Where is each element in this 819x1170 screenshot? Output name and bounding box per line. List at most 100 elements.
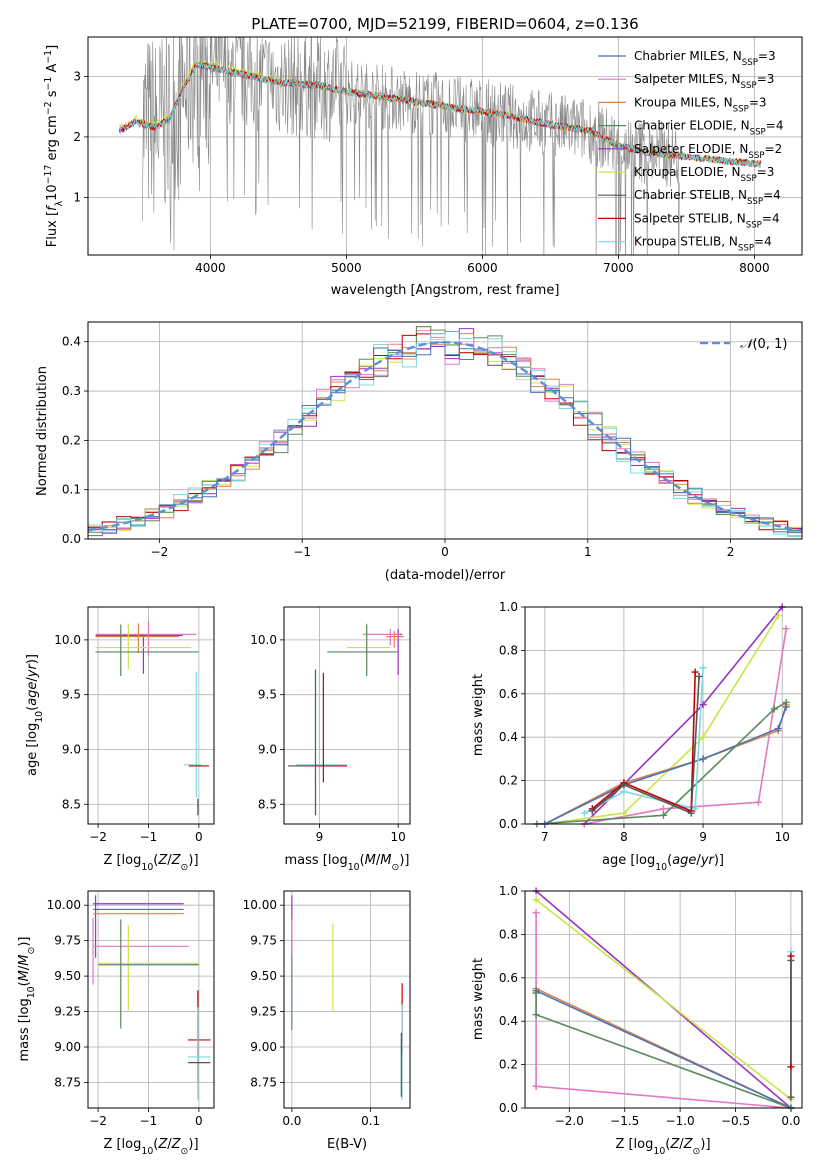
residuals-plot <box>88 326 802 538</box>
weight-vs-age-marker <box>660 805 667 813</box>
weight-vs-age-series-line <box>544 615 779 824</box>
mass-vs-Z-ytick-label: 9.75 <box>54 934 81 948</box>
mass-vs-EBV-xlabel: E(B-V) <box>327 1137 367 1152</box>
spectrum-xtick-label: 6000 <box>467 261 498 275</box>
mass-vs-EBV-ytick-label: 9.00 <box>250 1040 277 1054</box>
spectrum-xtick-label: 7000 <box>603 261 634 275</box>
weight-vs-age-xtick-label: 7 <box>541 830 549 844</box>
weight-vs-Z-ytick-label: 0.2 <box>499 1058 518 1072</box>
age-vs-Z-ytick-label: 9.0 <box>62 742 81 756</box>
legend-entry: Chabrier MILES, NSSP=3 <box>634 49 776 68</box>
mass-vs-Z-ylabel: mass [log10(M/M⊙)] <box>17 937 37 1062</box>
weight-vs-age-marker <box>754 798 762 806</box>
weight-vs-Z-marker <box>787 1093 795 1101</box>
weight-vs-age-marker <box>782 625 790 633</box>
residuals-ylabel: Normed distribution <box>35 366 50 496</box>
residuals-xtick-label: 2 <box>727 545 735 559</box>
age-vs-mass-xtick-label: 10 <box>391 830 406 844</box>
mass-vs-Z-axes <box>84 891 214 1112</box>
weight-vs-Z-marker <box>532 909 540 917</box>
mass-vs-EBV-xtick-label: 0.1 <box>361 1114 380 1128</box>
weight-vs-age-marker <box>770 705 778 713</box>
spectrum-model-line <box>119 60 762 169</box>
weight-vs-Z-series-line <box>535 899 792 1100</box>
weight-vs-Z-marker <box>787 956 795 964</box>
spectrum-ytick-label: 3 <box>73 69 81 83</box>
weight-vs-age-marker <box>588 807 596 815</box>
mass-vs-EBV-ytick-label: 8.75 <box>250 1075 277 1089</box>
age-vs-mass-plot <box>287 623 404 816</box>
age-vs-Z-xtick-label: 0 <box>195 830 203 844</box>
residuals-xtick-label: 0 <box>441 545 449 559</box>
legend-entry: Kroupa ELODIE, NSSP=3 <box>634 165 774 184</box>
weight-vs-age-ytick-label: 0.4 <box>499 730 518 744</box>
weight-vs-Z-ytick-label: 0.6 <box>499 971 518 985</box>
weight-vs-Z-marker <box>532 1082 540 1090</box>
age-vs-Z-ytick-label: 9.5 <box>62 688 81 702</box>
weight-vs-Z-ytick-label: 0.8 <box>499 927 518 941</box>
age-vs-mass-ytick-label: 9.5 <box>258 688 277 702</box>
weight-vs-age-xtick-label: 8 <box>620 830 628 844</box>
mass-vs-EBV-frame <box>283 890 411 1109</box>
residuals-frame <box>87 321 803 540</box>
spectrum-title: PLATE=0700, MJD=52199, FIBERID=0604, z=0… <box>251 15 638 33</box>
age-vs-mass-ytick-label: 8.5 <box>258 797 277 811</box>
weight-vs-Z-ytick-label: 1.0 <box>499 884 518 898</box>
weight-vs-age-series-line <box>591 672 696 813</box>
legend-entry: Kroupa STELIB, NSSP=4 <box>634 235 772 254</box>
mass-vs-Z-xlabel: Z [log10(Z/Z⊙)] <box>103 1137 198 1157</box>
mass-vs-Z-grid <box>88 891 214 1108</box>
weight-vs-age-marker <box>691 805 699 813</box>
residual-histogram <box>88 333 802 538</box>
weight-vs-age-frame <box>524 606 803 825</box>
mass-vs-EBV-ytick-label: 9.25 <box>250 1005 277 1019</box>
residuals-ytick-label: 0.3 <box>62 384 81 398</box>
spectrum-xtick-label: 5000 <box>331 261 362 275</box>
mass-vs-Z-ytick-label: 10.00 <box>47 898 81 912</box>
weight-vs-Z-xtick-label: −2.0 <box>555 1114 584 1128</box>
weight-vs-age-ytick-label: 0.8 <box>499 643 518 657</box>
mass-vs-EBV-ytick-label: 10.00 <box>243 898 277 912</box>
weight-vs-Z-ylabel: mass weight <box>471 958 486 1040</box>
legend-entry: Kroupa MILES, NSSP=3 <box>634 95 767 114</box>
weight-vs-Z-ytick-label: 0.4 <box>499 1014 518 1028</box>
weight-vs-Z-ytick-label: 0.0 <box>499 1101 518 1115</box>
gaussian-curve <box>88 340 802 532</box>
mass-vs-Z-plot <box>92 895 211 1100</box>
spectrum-ytick-label: 2 <box>73 130 81 144</box>
mass-vs-Z-ytick-label: 9.25 <box>54 1005 81 1019</box>
residuals-ytick-label: 0.1 <box>62 483 81 497</box>
mass-vs-EBV-axes <box>280 891 410 1112</box>
weight-vs-age-plot <box>536 607 787 824</box>
residuals-ytick-label: 0.2 <box>62 433 81 447</box>
age-vs-mass-ytick-label: 10.0 <box>250 633 277 647</box>
spectrum-ytick-label: 1 <box>73 190 81 204</box>
mass-vs-EBV-ytick-label: 9.50 <box>250 969 277 983</box>
weight-vs-age-marker <box>699 701 707 709</box>
weight-vs-age-ytick-label: 0.2 <box>499 774 518 788</box>
spectrum-ylabel: Flux [fλ10−17 erg cm−2 s−1 A−1] <box>43 45 65 247</box>
weight-vs-age-ytick-label: 0.6 <box>499 687 518 701</box>
weight-vs-Z-plot <box>535 891 792 1108</box>
age-vs-mass-xlabel: mass [log10(M/M⊙)] <box>285 853 410 873</box>
weight-vs-age-marker <box>699 733 707 741</box>
mass-vs-Z-xtick-label: 0 <box>195 1114 203 1128</box>
age-vs-Z-ytick-label: 10.0 <box>54 633 81 647</box>
mass-vs-Z-xtick-label: −1 <box>140 1114 158 1128</box>
weight-vs-age-marker <box>782 698 790 706</box>
age-vs-Z-axes <box>84 607 214 828</box>
legend-entry: Chabrier ELODIE, NSSP=4 <box>634 119 783 138</box>
weight-vs-age-series-line <box>544 706 787 824</box>
weight-vs-age-marker <box>695 672 703 680</box>
weight-vs-age-marker <box>691 668 699 676</box>
weight-vs-age-marker <box>687 809 695 817</box>
age-vs-Z-xtick-label: −2 <box>89 830 107 844</box>
weight-vs-age-series-line <box>536 701 787 824</box>
age-vs-mass-xtick-label: 9 <box>316 830 324 844</box>
mass-vs-Z-ytick-label: 9.00 <box>54 1040 81 1054</box>
age-vs-Z-xlabel: Z [log10(Z/Z⊙)] <box>103 853 198 873</box>
legend-entry: Chabrier STELIB, NSSP=4 <box>634 188 781 207</box>
weight-vs-Z-marker <box>532 989 540 997</box>
mass-vs-Z-frame <box>87 890 215 1109</box>
